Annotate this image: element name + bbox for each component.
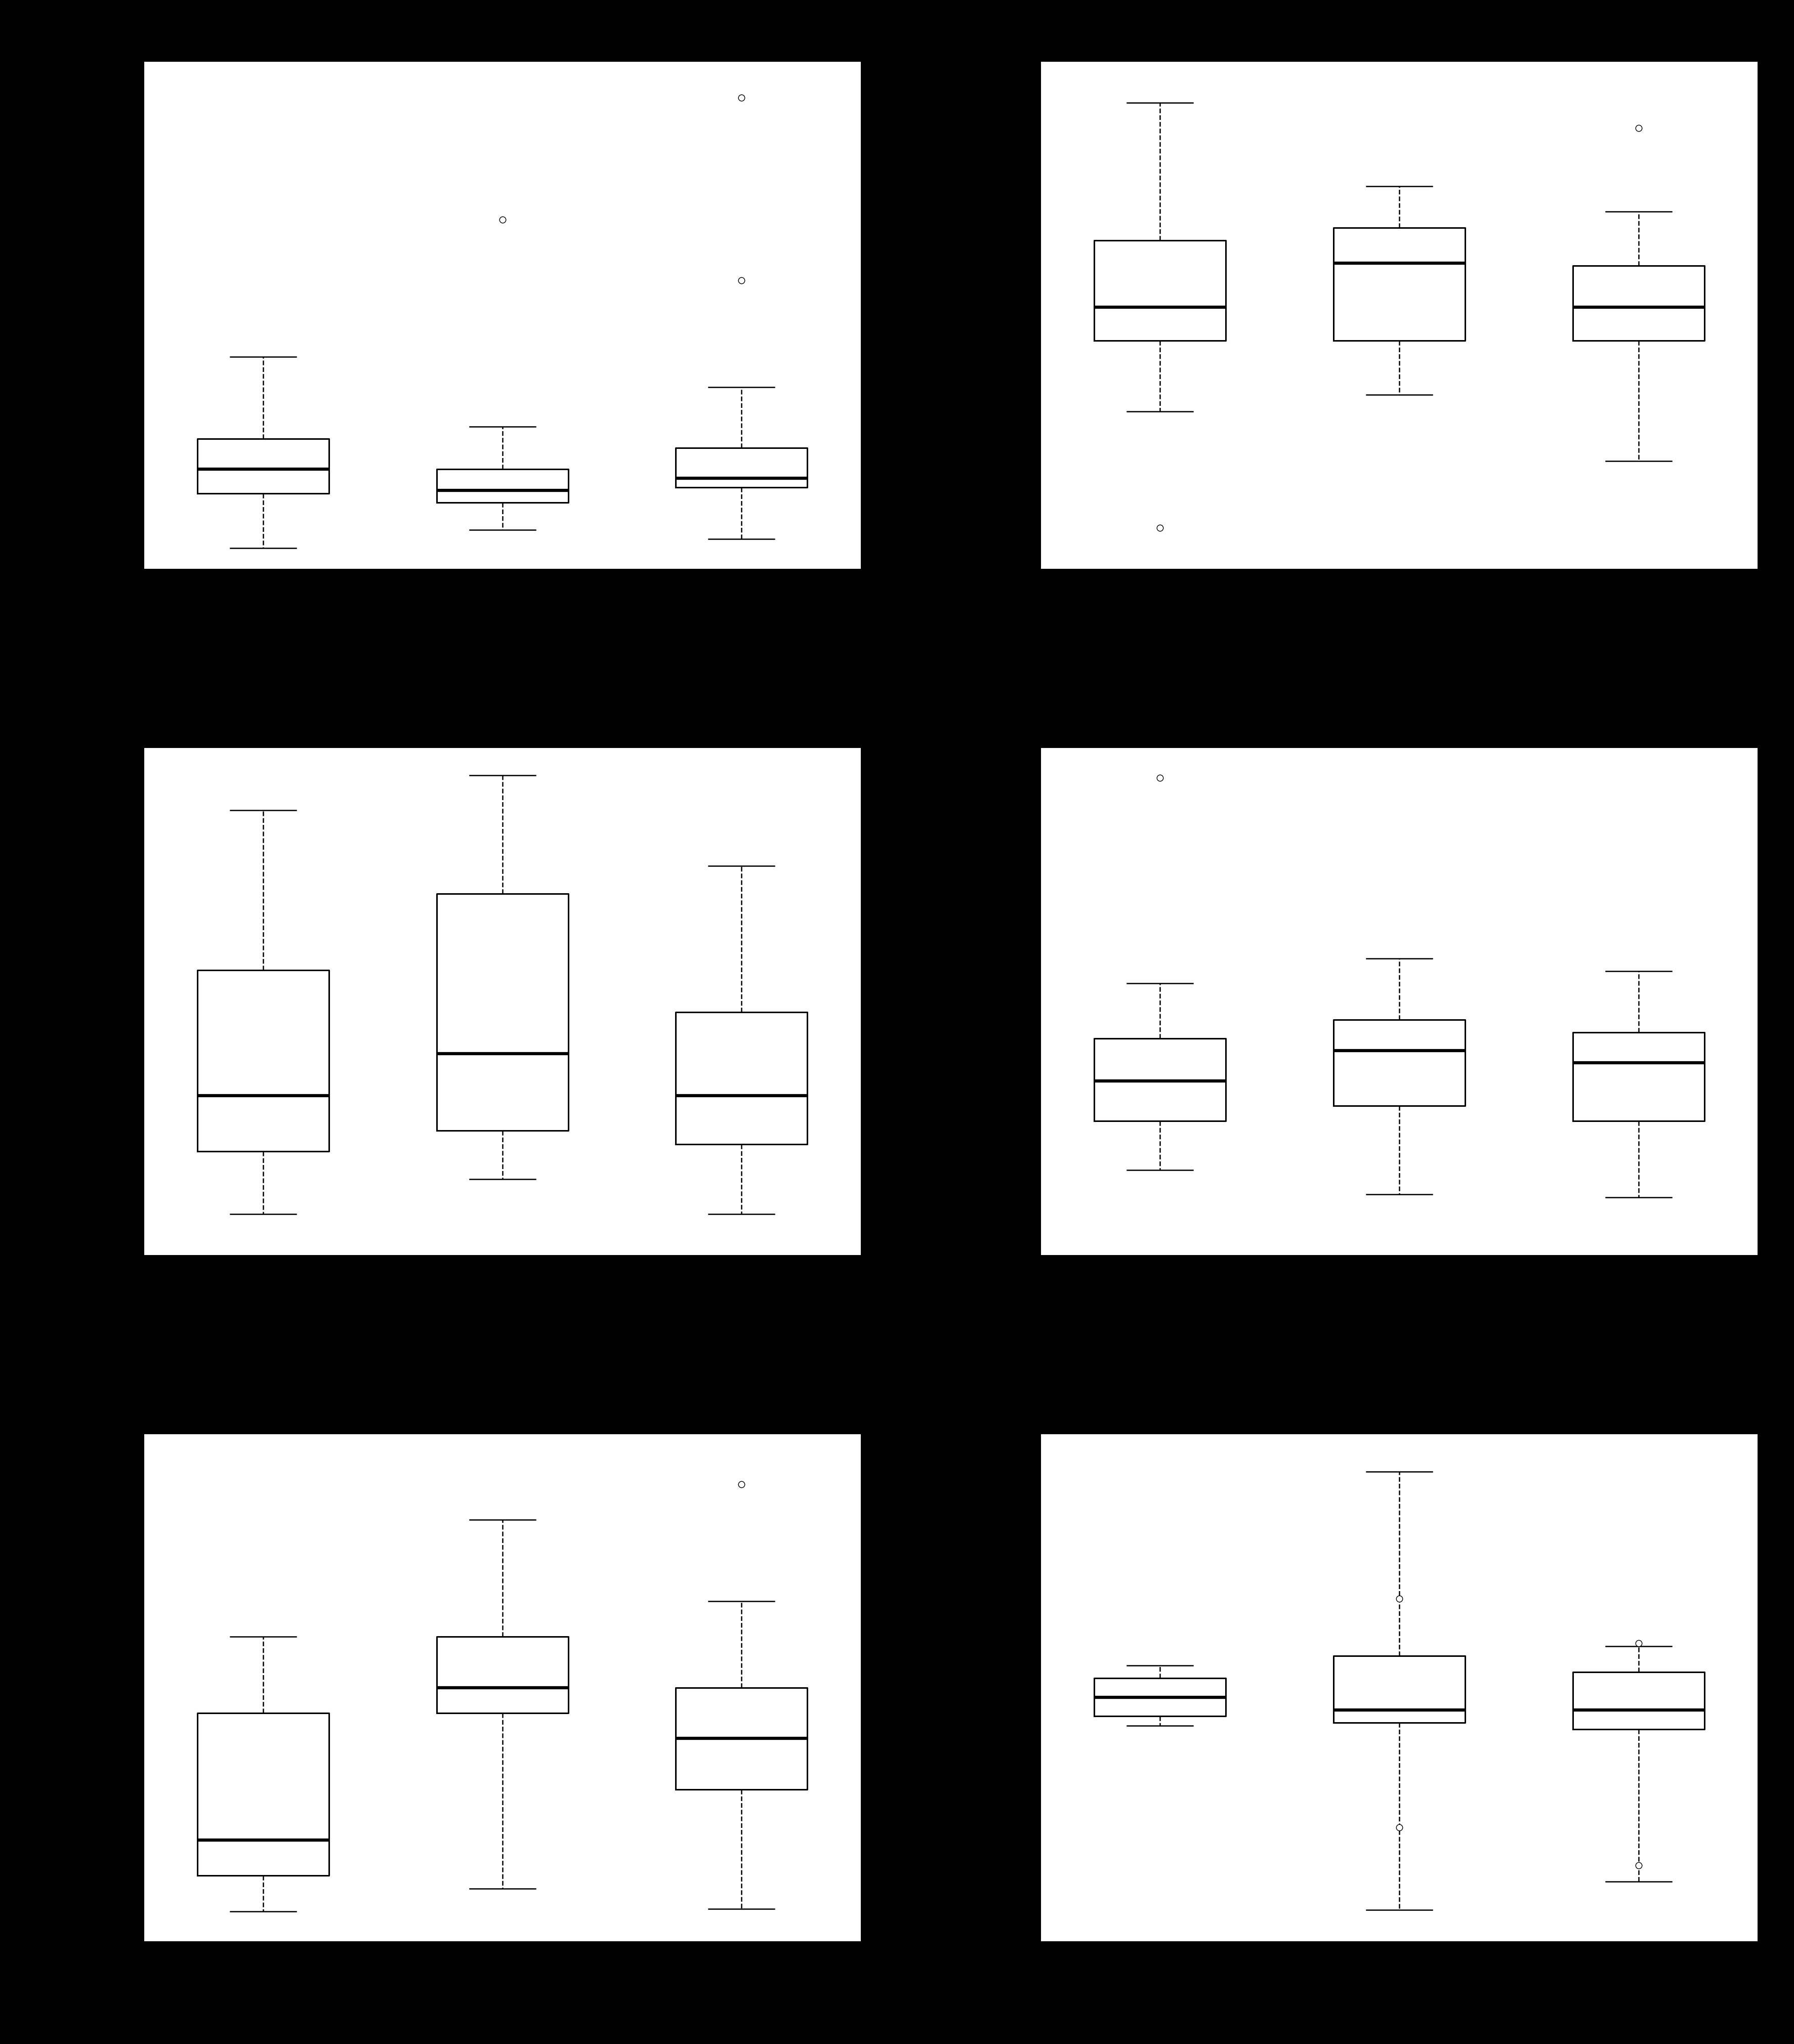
Title: 5 years after pruning: 5 years after pruning [1241,1404,1557,1431]
X-axis label: pruning severity: pruning severity [414,1280,590,1302]
Title: after pruning: after pruning [402,719,603,746]
Y-axis label: height RGR (m): height RGR (m) [978,918,999,1085]
Title: after pruning: after pruning [1299,719,1500,746]
X-axis label: pruning severity: pruning severity [414,1966,590,1987]
Y-axis label: diameter RGR (cm): diameter RGR (cm) [81,897,102,1106]
X-axis label: pruning severity: pruning severity [414,595,590,615]
Title: before pruning: before pruning [1286,33,1512,59]
X-axis label: pruning severity: pruning severity [1311,1966,1487,1987]
Y-axis label: diameter RGR (cm): diameter RGR (cm) [81,1584,102,1791]
Y-axis label: height RGR (m): height RGR (m) [978,233,999,399]
Y-axis label: height RGR (m): height RGR (m) [962,1605,983,1770]
X-axis label: pruning severity: pruning severity [1311,1280,1487,1302]
Title: before pruning: before pruning [389,33,615,59]
X-axis label: pruning severity: pruning severity [1311,595,1487,615]
Title: 5 years after pruning: 5 years after pruning [344,1404,660,1431]
Y-axis label: diameter RGR (cm): diameter RGR (cm) [81,213,102,419]
